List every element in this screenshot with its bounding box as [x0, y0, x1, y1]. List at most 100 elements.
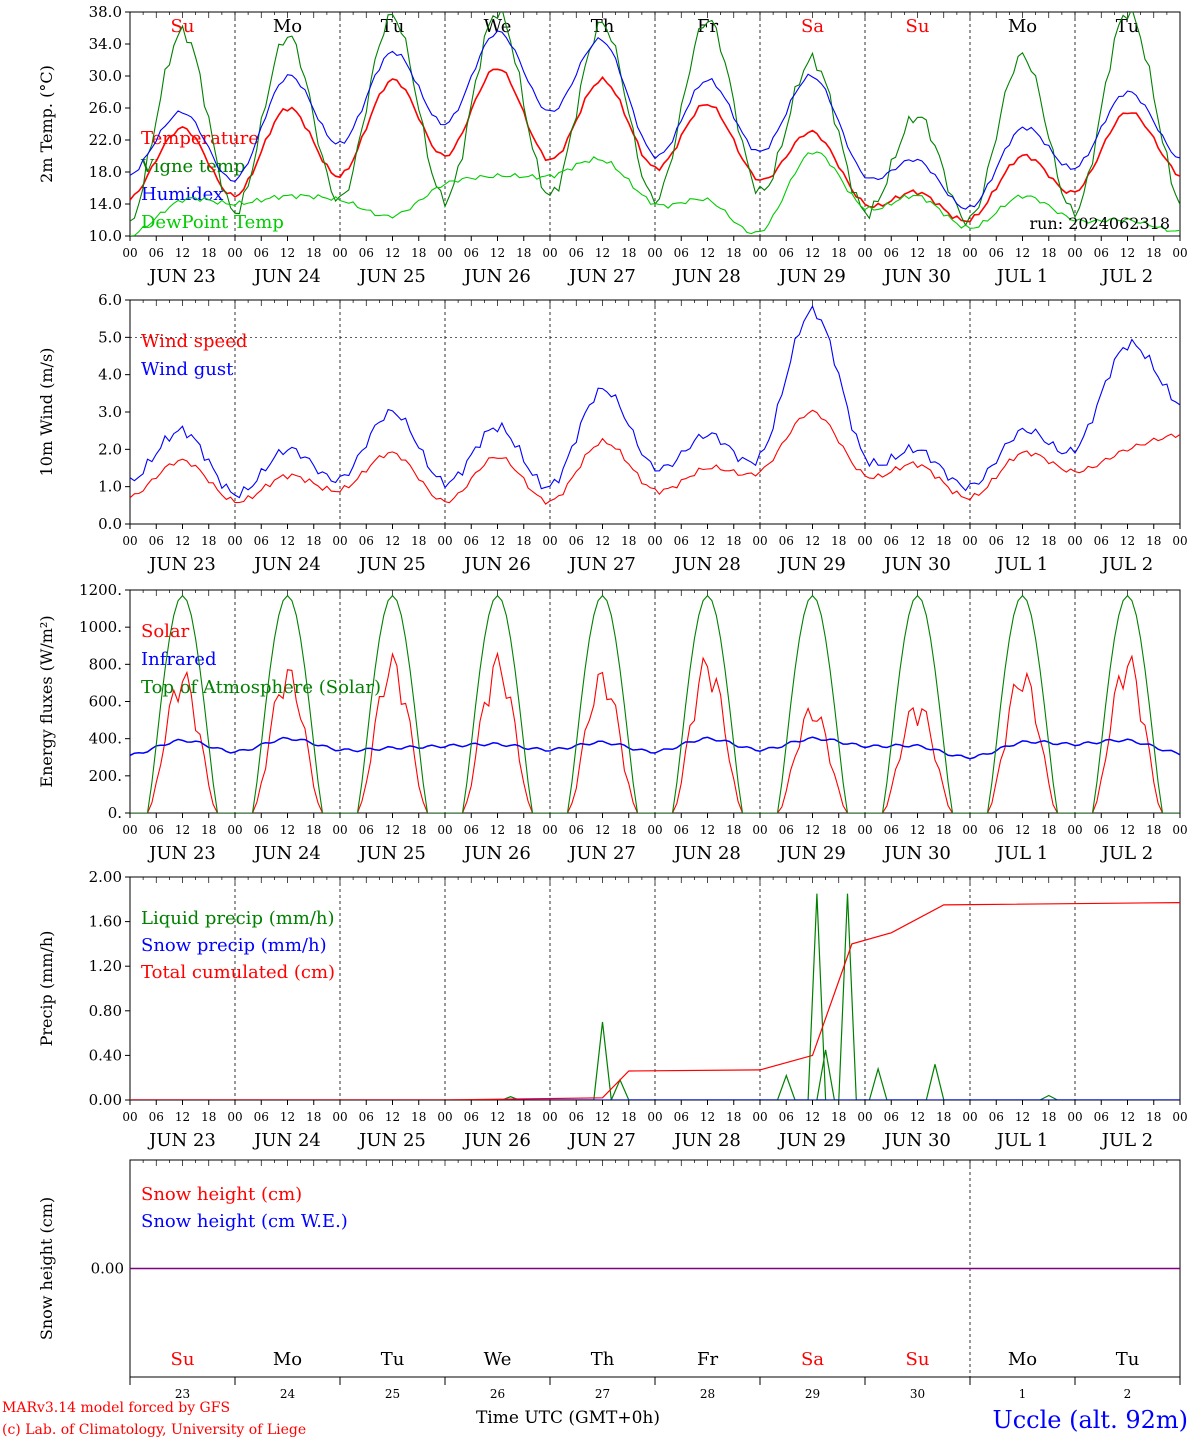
hour-tick-label: 12 — [1120, 534, 1135, 548]
hour-tick-label: 12 — [385, 1110, 400, 1124]
y-tick-label: 1.20 — [89, 957, 122, 975]
series-line-total-cumulated-cm- — [130, 902, 1180, 1100]
hour-tick-label: 00 — [122, 1110, 137, 1124]
series-group — [130, 893, 1180, 1100]
y-axis-label: Snow height (cm) — [37, 1197, 56, 1340]
date-label: JUN 27 — [567, 554, 636, 575]
hour-tick-label: 06 — [674, 1110, 689, 1124]
hour-tick-label: 00 — [437, 246, 452, 260]
date-label: JUN 29 — [777, 1130, 846, 1151]
y-axis-label: Precip (mm/h) — [37, 931, 56, 1047]
weekday-label: Fr — [697, 16, 718, 37]
hour-tick-label: 12 — [490, 246, 505, 260]
hour-tick-label: 12 — [910, 1110, 925, 1124]
hour-tick-label: 18 — [726, 534, 741, 548]
hour-tick-label: 18 — [1146, 534, 1161, 548]
date-label: JUL 1 — [995, 1130, 1049, 1151]
hour-tick-label: 06 — [884, 1110, 899, 1124]
hour-tick-label: 06 — [464, 534, 479, 548]
hour-tick-label: 12 — [280, 1110, 295, 1124]
legend-entry: Wind gust — [141, 359, 234, 380]
hour-tick-label: 12 — [700, 823, 715, 837]
hour-tick-label: 00 — [647, 246, 662, 260]
legend-entry: Snow precip (mm/h) — [141, 935, 327, 956]
hour-tick-label: 00 — [962, 246, 977, 260]
legend-entry: Snow height (cm W.E.) — [141, 1211, 348, 1232]
hour-tick-label: 12 — [175, 534, 190, 548]
series-line-humidex — [130, 30, 1180, 210]
hour-tick-label: 12 — [595, 534, 610, 548]
hour-tick-label: 18 — [201, 534, 216, 548]
hour-tick-label: 18 — [201, 1110, 216, 1124]
date-label: JUN 27 — [567, 1130, 636, 1151]
series-line-temperature — [130, 68, 1180, 223]
series-line-top-of-atmosphere-solar- — [130, 594, 1180, 813]
hour-tick-label: 18 — [726, 823, 741, 837]
y-tick-label: 400. — [89, 730, 122, 748]
panel-5: 0.00 Snow height (cm) Snow height (cm) Snow… — [37, 1159, 1181, 1401]
hour-tick-label: 12 — [1015, 1110, 1030, 1124]
day-number-label: 29 — [805, 1387, 820, 1401]
model-credit: MARv3.14 model forced by GFS — [2, 1400, 230, 1416]
legend-entry: Snow height (cm) — [141, 1184, 302, 1205]
hour-tick-label: 06 — [359, 1110, 374, 1124]
hour-tick-label: 18 — [1146, 1110, 1161, 1124]
hour-tick-label: 18 — [411, 534, 426, 548]
hour-tick-label: 12 — [595, 823, 610, 837]
hour-tick-label: 06 — [1094, 534, 1109, 548]
y-tick-label: 1200. — [79, 581, 122, 599]
date-label: JUN 30 — [882, 554, 951, 575]
y-tick-label: 1.60 — [89, 913, 122, 931]
y-tick-label: 0.00 — [89, 1091, 122, 1109]
y-tick-label: 5.0 — [98, 328, 122, 346]
hour-tick-label: 00 — [437, 823, 452, 837]
hour-tick-label: 00 — [1067, 1110, 1082, 1124]
hour-tick-label: 12 — [280, 534, 295, 548]
hour-tick-label: 06 — [359, 823, 374, 837]
y-tick-label: 0.40 — [89, 1046, 122, 1064]
hour-tick-label: 06 — [464, 823, 479, 837]
hour-tick-label: 06 — [989, 823, 1004, 837]
hour-tick-label: 18 — [1146, 823, 1161, 837]
hour-tick-label: 00 — [857, 1110, 872, 1124]
weekday-label: Fr — [697, 1349, 718, 1370]
day-number-label: 28 — [700, 1387, 715, 1401]
day-number-label: 24 — [280, 1387, 296, 1401]
date-label: JUN 29 — [777, 554, 846, 575]
hour-tick-label: 12 — [910, 246, 925, 260]
panel-4: 0.00 0.40 0.80 1.20 1.60 2.00 Precip (mm/h) Liq… — [37, 868, 1188, 1151]
hour-tick-label: 18 — [1041, 534, 1056, 548]
hour-tick-label: 00 — [542, 1110, 557, 1124]
hour-tick-label: 12 — [1120, 823, 1135, 837]
hour-tick-label: 00 — [857, 823, 872, 837]
series-line-infrared — [130, 736, 1180, 760]
date-label: JUN 28 — [672, 843, 741, 864]
hour-tick-label: 06 — [569, 534, 584, 548]
y-tick-label: 18.0 — [89, 163, 122, 181]
date-label: JUN 30 — [882, 1130, 951, 1151]
hour-tick-label: 18 — [936, 534, 951, 548]
hour-tick-label: 06 — [464, 1110, 479, 1124]
weekday-label: Tu — [381, 1349, 405, 1370]
hour-tick-label: 18 — [621, 1110, 636, 1124]
hour-tick-label: 06 — [254, 534, 269, 548]
hour-tick-label: 18 — [726, 1110, 741, 1124]
hour-tick-label: 00 — [332, 1110, 347, 1124]
hour-tick-label: 00 — [122, 534, 137, 548]
hour-tick-label: 12 — [490, 534, 505, 548]
hour-tick-label: 06 — [1094, 246, 1109, 260]
hour-tick-label: 00 — [332, 534, 347, 548]
y-tick-label: 600. — [89, 693, 122, 711]
y-axis-label: 2m Temp. (°C) — [37, 65, 56, 183]
hour-tick-label: 12 — [490, 823, 505, 837]
hour-tick-label: 06 — [149, 534, 164, 548]
y-tick-label: 0.0 — [98, 515, 122, 533]
hour-tick-label: 12 — [385, 534, 400, 548]
weekday-label: Sa — [801, 1349, 824, 1370]
date-label: JUN 26 — [462, 266, 531, 287]
hour-tick-label: 06 — [989, 1110, 1004, 1124]
hour-tick-label: 12 — [910, 534, 925, 548]
weekday-label: Su — [906, 16, 930, 37]
day-number-label: 2 — [1124, 1387, 1132, 1401]
copyright-credit: (c) Lab. of Climatology, University of L… — [2, 1422, 306, 1438]
